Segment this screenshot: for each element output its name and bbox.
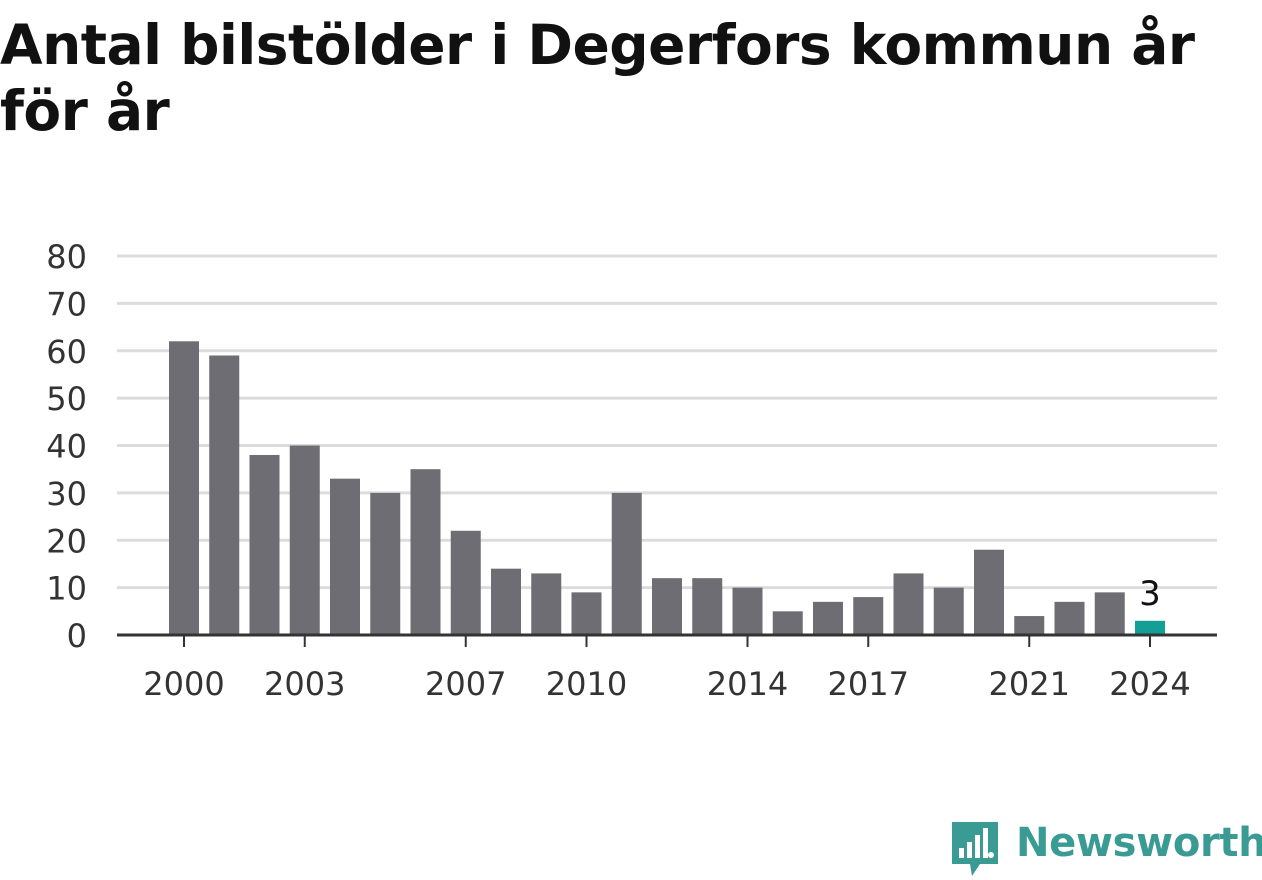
x-tick-label: 2014 <box>707 665 788 703</box>
bar-2011 <box>611 492 642 635</box>
bar-2020 <box>974 549 1004 635</box>
x-tick-label: 2021 <box>989 665 1070 703</box>
y-tick-label: 0 <box>67 617 87 655</box>
bar-2016 <box>813 601 843 635</box>
y-tick-label: 50 <box>46 380 87 418</box>
x-tick-label: 2017 <box>828 665 909 703</box>
bar-2022 <box>1054 601 1085 635</box>
bar-2004 <box>330 478 360 635</box>
y-tick-label: 60 <box>46 333 87 371</box>
bar-2015 <box>772 611 803 635</box>
bar-2018 <box>893 573 924 635</box>
y-tick-label: 10 <box>46 570 87 608</box>
bar-2023 <box>1094 592 1125 635</box>
y-axis-ticks: 0 10 20 30 40 50 60 70 80 <box>46 238 87 655</box>
x-axis: 2000 2003 2007 2010 2014 2017 2021 2024 <box>117 633 1217 703</box>
bar-2007 <box>450 530 481 635</box>
bar-2002 <box>249 454 280 635</box>
bar-2012 <box>652 578 682 635</box>
bar-2000 <box>169 341 199 635</box>
data-label-2024: 3 <box>1139 574 1161 614</box>
x-tick-label: 2000 <box>143 665 224 703</box>
bar-2010 <box>571 592 602 635</box>
bar-2014 <box>732 587 763 635</box>
bar-2003 <box>289 445 320 635</box>
y-tick-label: 70 <box>46 285 87 323</box>
bar-2001 <box>209 355 240 635</box>
y-tick-label: 30 <box>46 475 87 513</box>
newsworthy-chart-bubble-icon <box>952 822 998 876</box>
bar-2019 <box>933 587 964 635</box>
x-tick-label: 2024 <box>1109 665 1190 703</box>
gridlines <box>117 254 1217 590</box>
bar-2005 <box>370 492 401 635</box>
bar-2024 <box>1135 620 1165 635</box>
bar-2021 <box>1014 616 1045 635</box>
y-tick-label: 40 <box>46 428 87 466</box>
x-tick-label: 2010 <box>546 665 627 703</box>
x-tick-label: 2003 <box>264 665 345 703</box>
bar-2013 <box>692 578 723 635</box>
bar-2008 <box>491 568 521 635</box>
y-tick-label: 20 <box>46 522 87 560</box>
bar-2006 <box>410 469 441 635</box>
logo-text: Newsworthy <box>1016 820 1262 866</box>
newsworthy-logo: Newsworthy <box>950 818 1262 880</box>
chart-title: Antal bilstölder i Degerfors kommun år f… <box>0 13 1195 143</box>
bar-2009 <box>531 573 562 635</box>
bar-2017 <box>853 597 884 635</box>
y-tick-label: 80 <box>46 238 87 276</box>
bars <box>169 341 1165 635</box>
data-labels: 3 <box>1139 574 1161 614</box>
x-tick-label: 2007 <box>425 665 506 703</box>
